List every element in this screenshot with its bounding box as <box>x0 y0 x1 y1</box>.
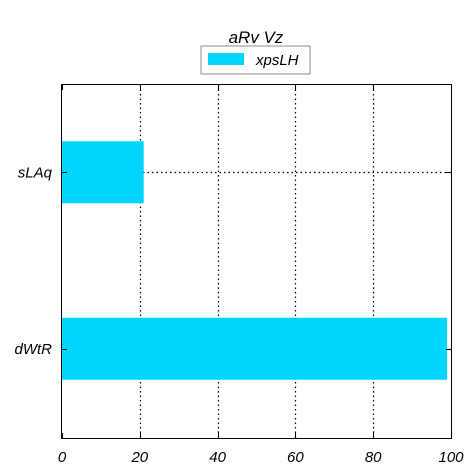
legend-swatch <box>208 53 244 65</box>
legend-label: xpsLH <box>255 52 299 69</box>
x-tick-label: 80 <box>365 449 382 466</box>
grid <box>62 85 451 438</box>
y-tick-label: dWtR <box>15 341 53 358</box>
x-tick-label: 60 <box>287 449 304 466</box>
bar-sLAq <box>62 141 144 203</box>
plot-area-frame <box>62 85 452 439</box>
x-tick-labels: 0 20 40 60 80 100 <box>58 449 464 466</box>
x-tick-label: 100 <box>438 449 464 466</box>
y-tick-label: sLAq <box>18 164 53 181</box>
bar-dWtR <box>62 318 447 380</box>
axis-ticks <box>62 85 452 438</box>
x-tick-label: 40 <box>209 449 226 466</box>
x-tick-label: 20 <box>130 449 148 466</box>
y-tick-labels: sLAq dWtR <box>15 164 53 358</box>
x-tick-label: 0 <box>58 449 67 466</box>
chart-title: aRv Vz <box>229 28 284 47</box>
legend: xpsLH <box>201 46 310 74</box>
bars <box>62 141 447 380</box>
